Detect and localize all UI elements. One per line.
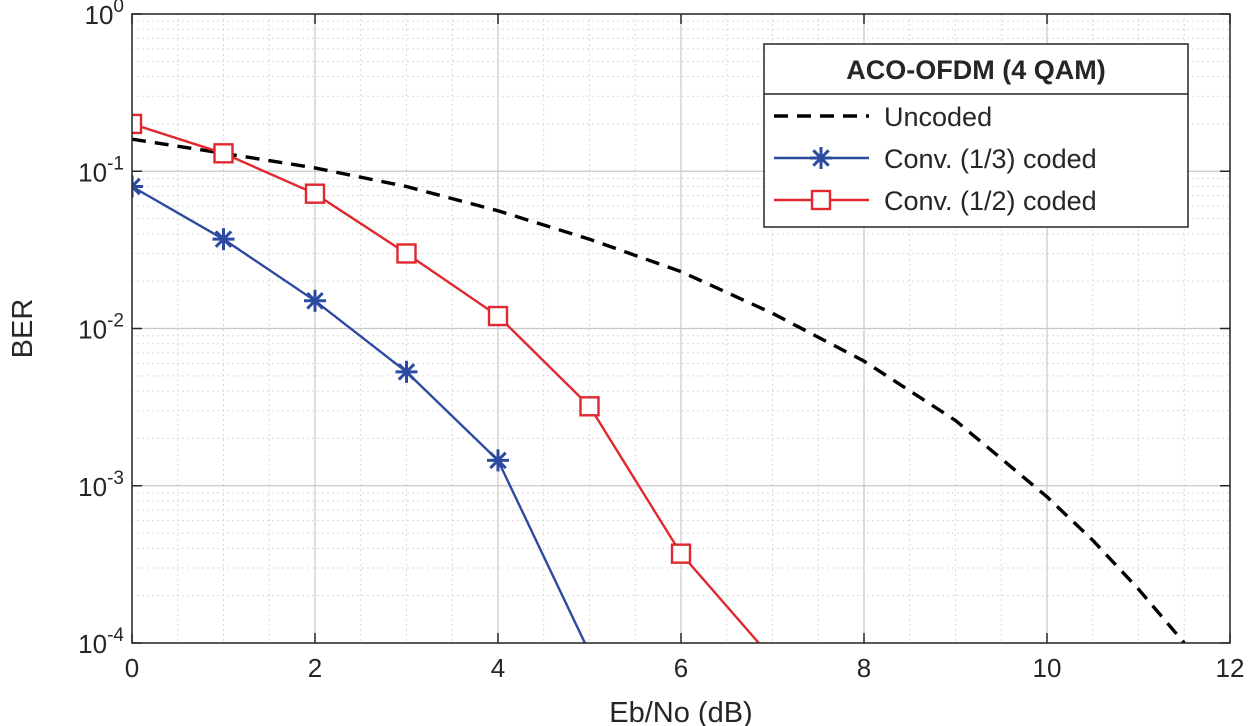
square-marker bbox=[304, 183, 326, 204]
asterisk-stroke bbox=[812, 149, 830, 167]
asterisk-marker bbox=[810, 147, 832, 169]
legend-label: Conv. (1/2) coded bbox=[884, 186, 1097, 216]
y-tick-labels: 100 10-1 10-2 10-3 10-4 bbox=[78, 0, 124, 659]
square-marker bbox=[132, 113, 143, 135]
square-marker bbox=[213, 143, 234, 164]
asterisk-marker bbox=[395, 360, 418, 383]
series-line bbox=[132, 122, 760, 643]
series-3 bbox=[132, 113, 760, 643]
series-line bbox=[132, 185, 586, 643]
asterisk-stroke bbox=[489, 451, 507, 470]
square-marker bbox=[396, 243, 417, 264]
y-tick-label: 100 bbox=[85, 0, 125, 30]
y-tick-label: 10-3 bbox=[78, 468, 124, 502]
legend: ACO-OFDM (4 QAM) Uncoded Conv. (1/3) code… bbox=[763, 43, 1189, 228]
asterisk-marker bbox=[212, 228, 235, 251]
square-marker bbox=[487, 305, 509, 327]
legend-entries: Uncoded Conv. (1/3) coded Conv. (1/2) code… bbox=[774, 102, 1097, 216]
legend-label: Uncoded bbox=[884, 102, 992, 132]
x-tick-label: 12 bbox=[1216, 653, 1245, 683]
square-marker bbox=[579, 396, 600, 417]
asterisk-stroke bbox=[214, 230, 233, 248]
x-tick-label: 4 bbox=[491, 653, 505, 683]
asterisk-stroke bbox=[397, 363, 416, 381]
legend-entry: Conv. (1/3) coded bbox=[774, 144, 1097, 174]
x-tick-label: 10 bbox=[1033, 653, 1062, 683]
y-axis-label: BER bbox=[7, 299, 39, 359]
y-tick-label: 10-4 bbox=[78, 625, 124, 659]
legend-entry: Conv. (1/2) coded bbox=[774, 186, 1097, 216]
legend-title: ACO-OFDM (4 QAM) bbox=[846, 55, 1105, 85]
y-tick-label: 10-2 bbox=[78, 311, 124, 345]
x-tick-label: 8 bbox=[857, 653, 871, 683]
x-tick-labels: 0 2 4 6 8 10 12 bbox=[125, 653, 1245, 683]
legend-box bbox=[763, 43, 1189, 228]
asterisk-marker bbox=[304, 289, 326, 312]
x-tick-label: 2 bbox=[308, 653, 322, 683]
series-2 bbox=[132, 175, 586, 643]
y-tick-label: 10-1 bbox=[78, 153, 124, 187]
asterisk-stroke bbox=[306, 292, 324, 310]
axis-ticks bbox=[131, 13, 1231, 644]
x-tick-label: 6 bbox=[674, 653, 688, 683]
legend-label: Conv. (1/3) coded bbox=[884, 144, 1097, 174]
asterisk-stroke bbox=[132, 184, 141, 196]
series-layer bbox=[132, 113, 1186, 643]
legend-entry: Uncoded bbox=[774, 102, 992, 132]
x-axis-label: Eb/No (dB) bbox=[609, 697, 752, 726]
x-tick-label: 0 bbox=[125, 653, 139, 683]
square-marker bbox=[810, 189, 832, 211]
asterisk-marker bbox=[487, 449, 509, 472]
square-marker bbox=[670, 543, 692, 564]
asterisk-stroke bbox=[132, 177, 141, 189]
asterisk-marker bbox=[132, 175, 143, 198]
